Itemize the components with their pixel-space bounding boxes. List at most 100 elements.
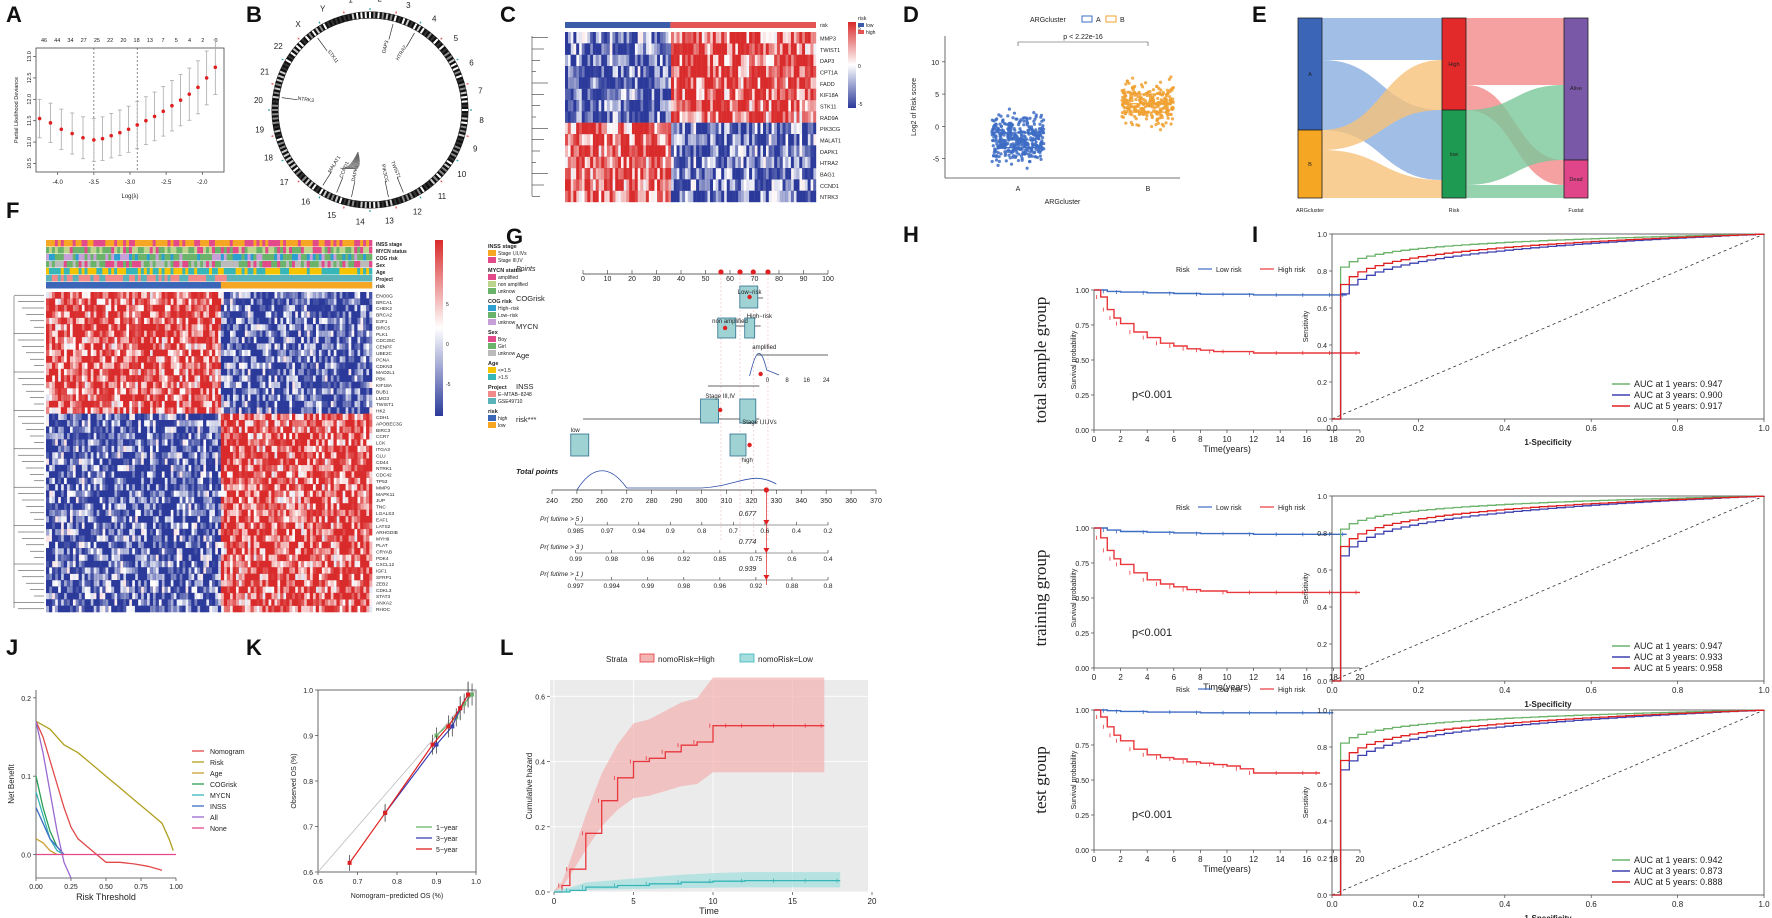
heat-cell xyxy=(203,381,207,389)
heat-cell xyxy=(330,368,334,376)
top-tick-label: 34 xyxy=(67,38,73,44)
heat-cell xyxy=(114,381,118,389)
point-b xyxy=(1158,128,1163,132)
heat-cell xyxy=(670,32,674,44)
heat-cell xyxy=(176,356,180,363)
annotation-cell xyxy=(360,261,364,268)
heat-cell xyxy=(123,324,127,331)
heat-cell xyxy=(612,77,616,89)
annotation-cell xyxy=(69,282,73,289)
heat-cell xyxy=(63,388,68,395)
heat-cell xyxy=(242,362,245,369)
heat-cell xyxy=(620,100,624,112)
heat-cell xyxy=(232,336,236,344)
heat-cell xyxy=(277,298,281,306)
heat-cell xyxy=(687,88,691,101)
heat-cell xyxy=(268,292,272,299)
heat-cell xyxy=(120,298,123,305)
heat-cell xyxy=(776,111,780,123)
heat-cell xyxy=(595,122,599,135)
heat-cell xyxy=(810,88,814,101)
heat-cell xyxy=(283,388,287,395)
annotation-cell xyxy=(283,268,287,275)
heat-cell xyxy=(286,362,290,370)
heat-cell xyxy=(173,375,177,382)
heat-cell xyxy=(735,32,739,44)
heat-cell xyxy=(241,317,245,325)
heat-cell xyxy=(309,336,314,344)
point-a xyxy=(1015,150,1019,155)
annotation-cell xyxy=(357,254,361,261)
heat-cell xyxy=(679,179,683,191)
heat-cell xyxy=(336,343,339,350)
heat-cell xyxy=(214,324,219,331)
annotation-cell xyxy=(300,275,305,282)
heat-cell xyxy=(727,32,730,44)
heat-cell xyxy=(626,179,630,191)
chromosome-band xyxy=(405,19,410,26)
heat-cell xyxy=(182,304,186,312)
heat-cell xyxy=(640,43,644,55)
heat-cell xyxy=(327,304,331,312)
heat-cell xyxy=(339,375,343,382)
heat-cell xyxy=(565,179,568,191)
heat-cell xyxy=(78,349,82,357)
heat-cell xyxy=(81,368,85,376)
heat-cell xyxy=(96,336,100,344)
heat-cell xyxy=(637,190,641,203)
heat-cell xyxy=(155,343,159,350)
deviance-point xyxy=(70,131,74,136)
heat-cell xyxy=(108,311,112,318)
point-a xyxy=(1022,119,1026,123)
heat-cell xyxy=(732,100,736,112)
heat-cell xyxy=(737,134,741,146)
chromosome-band xyxy=(274,129,281,133)
annotation-cell xyxy=(66,261,71,268)
gene-label: PIK3CG xyxy=(380,164,390,183)
heat-cell xyxy=(595,156,599,169)
annotation-cell xyxy=(188,261,192,268)
heat-cell xyxy=(247,362,251,370)
heat-cell xyxy=(704,145,708,157)
heat-cell xyxy=(369,304,373,312)
heat-cell xyxy=(143,375,148,382)
heat-cell xyxy=(637,88,641,101)
heat-cell xyxy=(75,356,79,363)
annotation-cell xyxy=(209,282,213,289)
heat-cell xyxy=(309,381,314,389)
heat-cell xyxy=(754,179,758,191)
heat-cell xyxy=(617,100,621,112)
annotation-cell xyxy=(369,282,373,289)
heat-cell xyxy=(265,350,268,357)
heat-cell xyxy=(120,336,124,344)
annotation-cell xyxy=(108,261,112,268)
annotation-cell xyxy=(51,268,56,275)
heat-cell xyxy=(206,330,210,338)
annotation-cell xyxy=(330,247,334,254)
heat-cell xyxy=(629,66,633,78)
heat-cell xyxy=(704,122,708,135)
annotation-cell xyxy=(268,275,272,282)
annotation-cell xyxy=(197,268,201,275)
heat-cell xyxy=(224,305,227,312)
heat-cell xyxy=(715,190,719,203)
annotation-cell xyxy=(306,282,311,289)
heat-cell xyxy=(333,343,337,350)
heat-cell xyxy=(637,43,641,55)
heat-cell xyxy=(743,77,747,89)
heat-cell xyxy=(693,88,697,101)
heat-cell xyxy=(203,304,207,312)
heat-cell xyxy=(782,43,786,55)
heat-cell xyxy=(209,336,213,344)
heat-cell xyxy=(665,168,669,180)
heat-cell xyxy=(102,343,106,350)
heat-cell xyxy=(206,317,210,325)
heat-cell xyxy=(256,388,260,395)
heat-cell xyxy=(626,168,630,180)
heat-cell xyxy=(161,324,165,331)
heat-cell xyxy=(676,145,680,157)
heat-cell xyxy=(579,43,582,55)
annotation-cell xyxy=(102,247,106,254)
annotation-cell xyxy=(268,247,272,254)
heat-cell xyxy=(128,343,133,350)
